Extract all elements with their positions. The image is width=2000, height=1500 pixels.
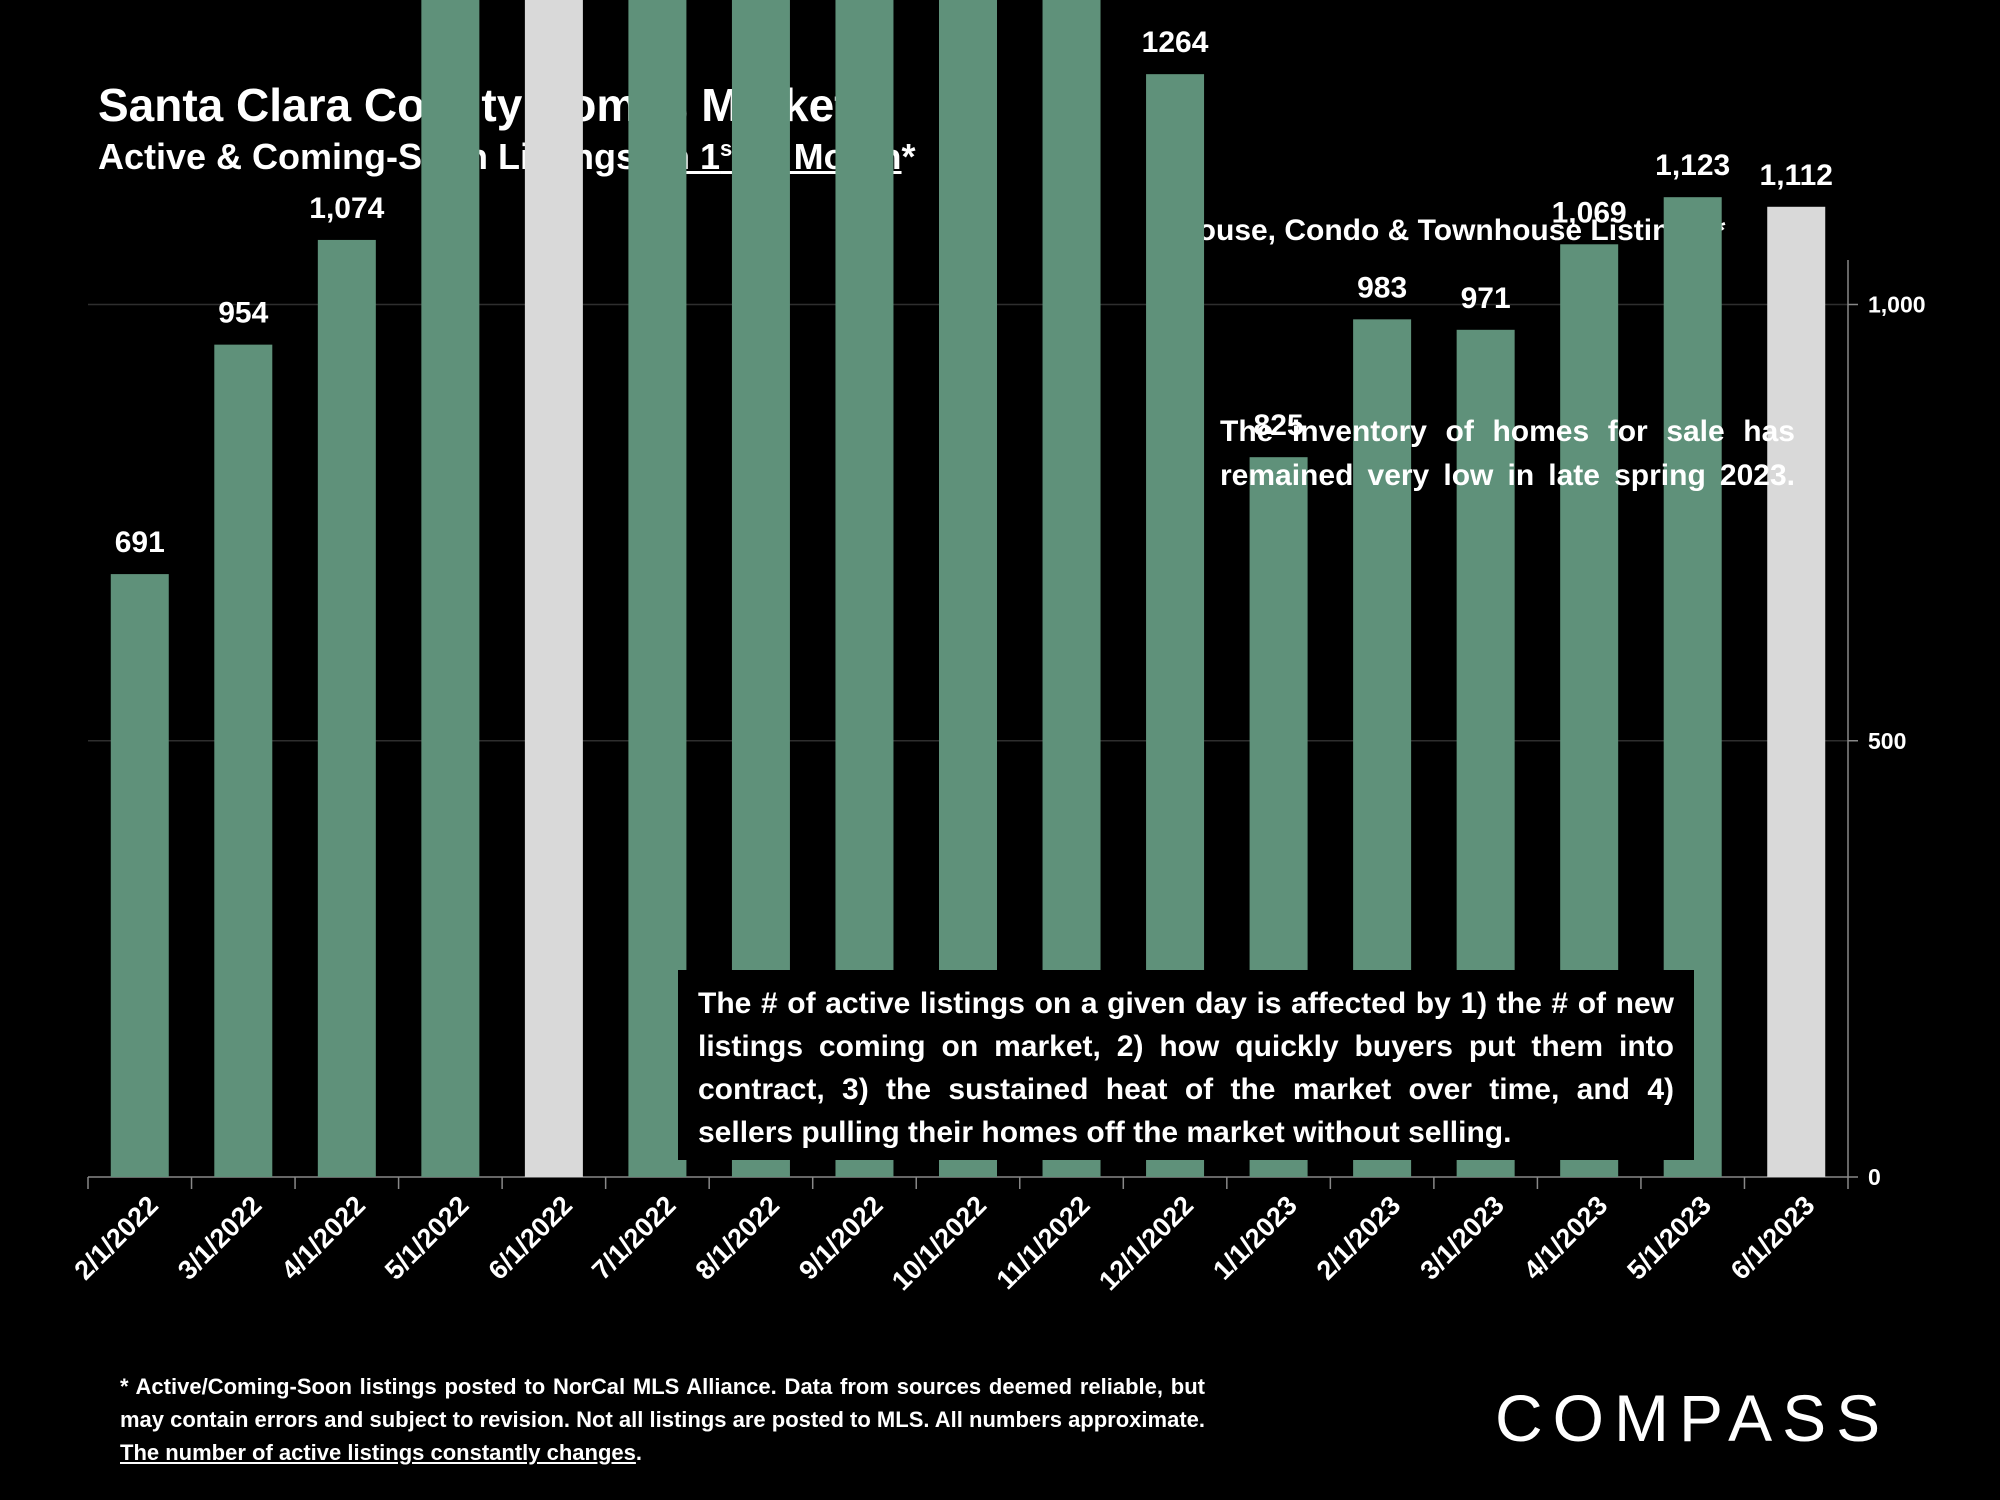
compass-logo: COMPASS [1495, 1381, 1891, 1455]
data-label: 1264 [1142, 26, 1209, 59]
x-tick-label: 6/1/2022 [483, 1190, 579, 1286]
x-tick-label: 7/1/2022 [586, 1190, 682, 1286]
x-tick-label: 2/1/2022 [68, 1190, 164, 1286]
footnote-underlined: The number of active listings constantly… [120, 1440, 636, 1465]
data-label: 1,112 [1760, 159, 1833, 192]
x-tick-label: 10/1/2022 [886, 1190, 992, 1296]
x-tick-label: 5/1/2022 [379, 1190, 475, 1286]
data-label: 983 [1357, 271, 1407, 304]
x-tick-label: 5/1/2023 [1621, 1190, 1717, 1286]
x-tick-label: 11/1/2022 [991, 1190, 1096, 1295]
x-tick-label: 3/1/2023 [1414, 1190, 1510, 1286]
y-tick-label: 0 [1868, 1164, 1881, 1190]
data-label: 691 [115, 526, 165, 559]
bar [524, 0, 583, 1178]
data-label: 1,074 [309, 192, 384, 225]
data-label: 1,069 [1552, 196, 1627, 229]
footnote-text: * Active/Coming-Soon listings posted to … [120, 1374, 1205, 1432]
bar [628, 0, 687, 1178]
data-label: 971 [1461, 282, 1511, 315]
bar [421, 0, 480, 1178]
x-tick-label: 3/1/2022 [172, 1190, 268, 1286]
bar [214, 344, 273, 1177]
footnote-end: . [635, 1440, 643, 1465]
data-label: 954 [218, 297, 268, 330]
x-tick-label: 6/1/2023 [1725, 1190, 1821, 1286]
bar [1767, 206, 1826, 1177]
data-label: 1,123 [1655, 149, 1730, 182]
x-tick-label: 12/1/2022 [1093, 1190, 1199, 1296]
subtitle-suffix: * [901, 136, 916, 177]
data-label: 825 [1254, 409, 1304, 442]
bar [110, 574, 169, 1177]
x-tick-label: 4/1/2022 [276, 1190, 372, 1286]
factors-note: The # of active listings on a given day … [678, 970, 1694, 1160]
x-tick-label: 1/1/2023 [1207, 1190, 1303, 1286]
x-tick-label: 2/1/2023 [1311, 1190, 1407, 1286]
x-tick-label: 8/1/2022 [690, 1190, 786, 1286]
footnote: * Active/Coming-Soon listings posted to … [120, 1370, 1205, 1469]
x-tick-label: 4/1/2023 [1518, 1190, 1614, 1286]
x-tick-label: 9/1/2022 [793, 1190, 889, 1286]
bar [317, 239, 376, 1177]
inventory-note: The inventory of homes for sale has rema… [1220, 415, 1795, 492]
series-label: House, Condo & Townhouse Listings * [1176, 214, 1726, 247]
y-tick-label: 500 [1868, 728, 1906, 754]
y-tick-label: 1,000 [1868, 292, 1926, 318]
